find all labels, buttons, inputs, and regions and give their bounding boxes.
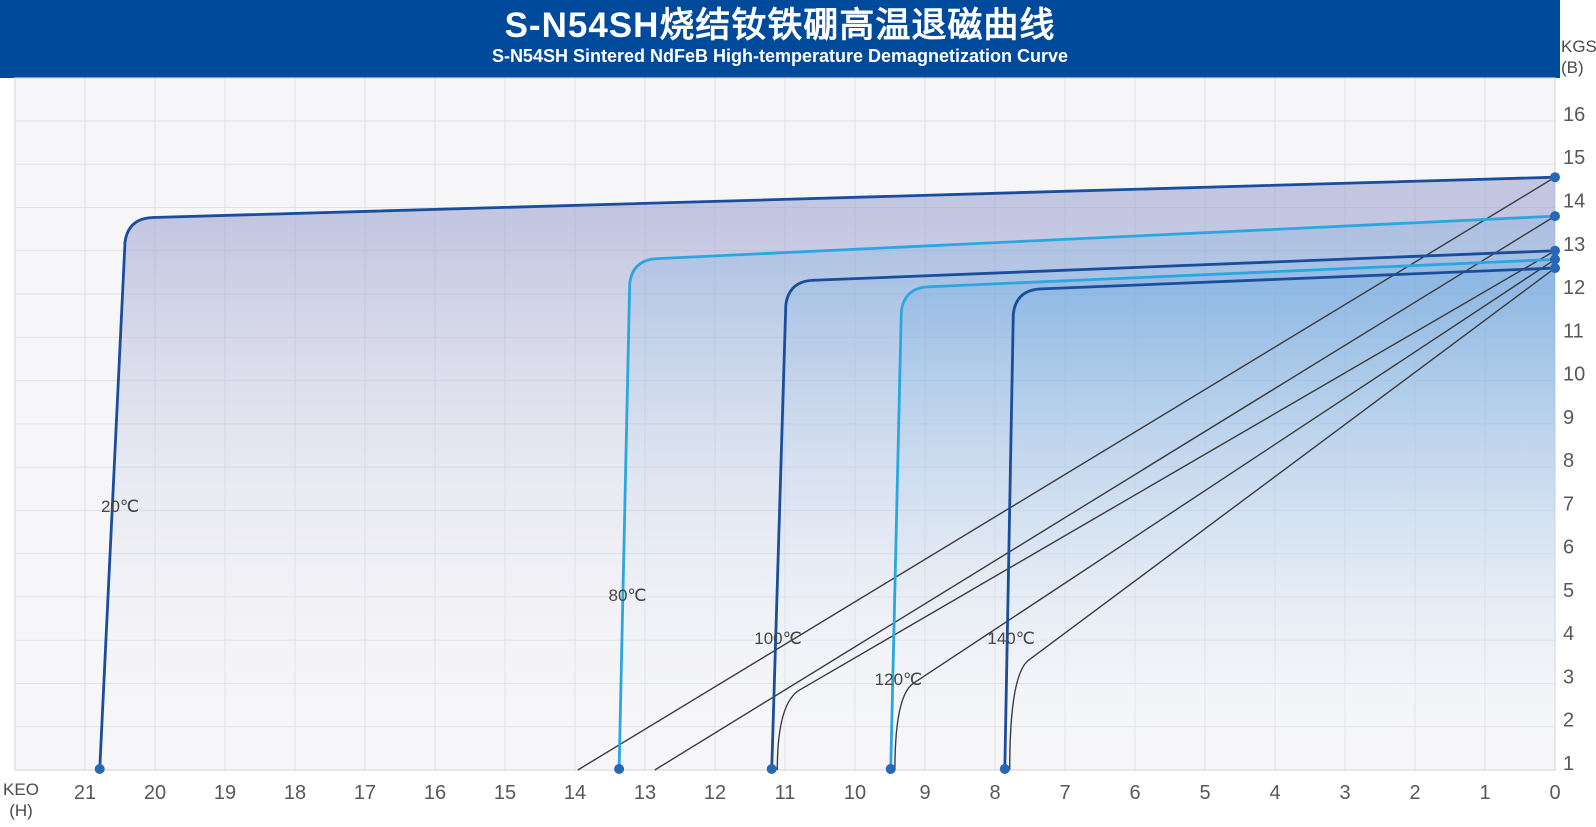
x-tick-label: 19 [214,782,236,804]
hcj-point-20c [94,764,105,774]
normal-curve-100c [776,250,1556,771]
hcj-point-140c [999,764,1010,774]
x-axis-unit-line1: KEO [3,780,39,799]
y-tick-label: 5 [1563,580,1574,602]
y-tick-label: 9 [1563,407,1574,429]
x-tick-label: 13 [634,782,656,804]
x-tick-label: 16 [424,782,446,804]
x-tick-label: 11 [775,782,796,804]
normal-curve-140c [1009,267,1556,771]
x-tick-label: 3 [1339,782,1350,804]
y-tick-label: 16 [1563,104,1585,126]
y-axis-unit-line2: (B) [1561,58,1584,77]
br-point-100c [1550,245,1560,256]
chart-header: S-N54SH烧结钕铁硼高温退磁曲线 S-N54SH Sintered NdFe… [0,0,1560,78]
y-tick-label: 4 [1563,623,1574,645]
intrinsic-curve-140c [1003,266,1557,772]
x-tick-label: 6 [1129,782,1140,804]
curve-label-80c: 80℃ [608,586,646,605]
y-tick-label: 1 [1563,753,1574,775]
x-tick-label: 18 [284,782,306,804]
x-tick-label: 20 [144,782,166,804]
x-tick-label: 14 [564,782,586,804]
hcj-point-120c [885,764,896,774]
y-tick-label: 10 [1563,364,1585,386]
x-tick-label: 8 [989,782,1000,804]
chart-subtitle: S-N54SH Sintered NdFeB High-temperature … [491,46,1069,66]
x-tick-label: 10 [844,782,866,804]
y-tick-label: 14 [1563,190,1585,212]
x-tick-label: 5 [1199,782,1210,804]
x-axis-unit: KEO (H) [0,779,42,821]
x-tick-label: 1 [1479,782,1490,804]
intrinsic-curve-80c [617,214,1557,772]
br-point-80c [1550,211,1560,222]
intrinsic-curve-20c [98,175,1557,772]
curve-label-120c: 120℃ [875,670,922,689]
chart-title: S-N54SH烧结钕铁硼高温退磁曲线 [504,6,1056,45]
x-tick-label: 15 [494,782,516,804]
y-tick-label: 12 [1563,277,1585,299]
x-tick-label: 0 [1549,782,1560,804]
y-tick-label: 7 [1563,493,1574,515]
x-tick-label: 2 [1409,782,1420,804]
curve-label-140c: 140℃ [987,629,1034,648]
x-tick-label: 17 [354,782,376,804]
x-tick-label: 4 [1269,782,1280,804]
y-tick-label: 3 [1563,666,1574,688]
y-tick-label: 2 [1563,710,1574,732]
y-tick-label: 13 [1563,234,1585,256]
br-point-120c [1550,254,1560,265]
intrinsic-curve-100c [770,249,1557,772]
y-tick-label: 11 [1563,320,1584,342]
y-tick-label: 15 [1563,147,1585,169]
x-tick-label: 21 [74,782,96,804]
y-tick-label: 8 [1563,450,1574,472]
hcj-point-80c [614,764,625,774]
br-point-20c [1550,172,1560,183]
x-axis-unit-line2: (H) [9,801,33,820]
y-tick-label: 6 [1563,537,1574,559]
hcj-point-100c [766,764,777,774]
br-point-140c [1550,263,1560,274]
y-axis-unit-line1: KGS [1561,37,1596,56]
curve-label-20c: 20℃ [101,497,139,516]
curve-fill-140c [1004,268,1555,770]
y-axis-unit: KGS (B) [1561,36,1596,78]
intrinsic-curve-120c [889,258,1557,772]
normal-curve-80c [654,215,1556,771]
x-tick-label: 9 [919,782,930,804]
normal-curve-120c [894,258,1556,771]
x-tick-label: 12 [704,782,726,804]
x-tick-label: 7 [1059,782,1070,804]
curve-label-100c: 100℃ [754,629,801,648]
